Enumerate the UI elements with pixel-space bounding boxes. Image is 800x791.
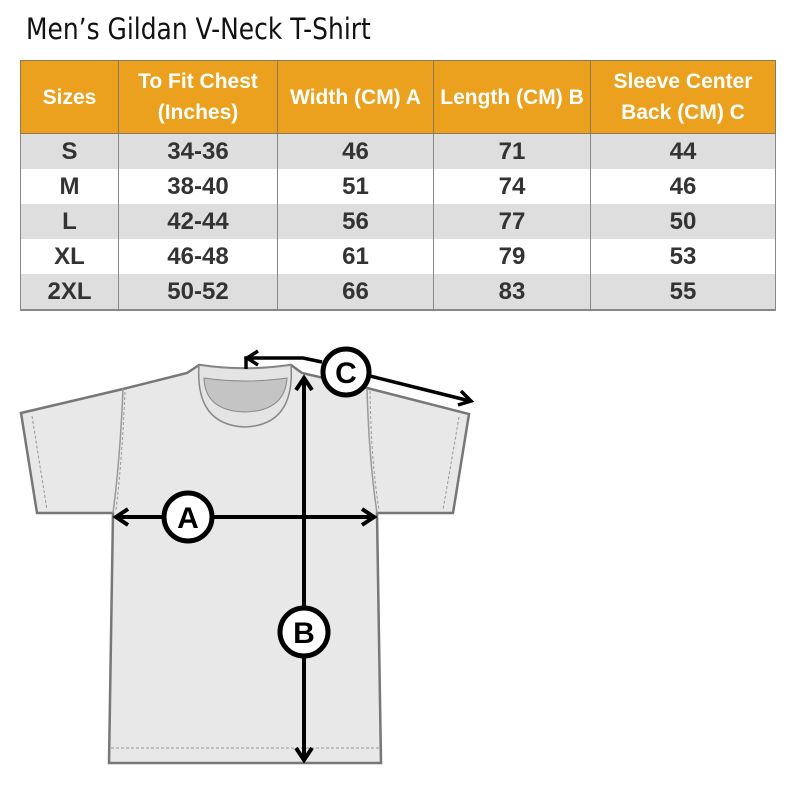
label-c: C	[335, 357, 357, 390]
table-cell: 46	[590, 169, 776, 204]
table-cell: 34-36	[118, 133, 278, 169]
table-row: M 38-40 51 74 46	[20, 169, 776, 204]
table-cell: 46-48	[118, 239, 278, 274]
table-cell: 66	[277, 274, 434, 310]
table-cell: 51	[277, 169, 434, 204]
header-sizes: Sizes	[20, 60, 119, 134]
header-sleeve: Sleeve Center Back (CM) C	[590, 60, 776, 134]
table-header-row: Sizes To Fit Chest (Inches) Width (CM) A…	[20, 60, 776, 134]
table-cell: 50-52	[118, 274, 278, 310]
table-cell: M	[20, 169, 119, 204]
table-cell: 42-44	[118, 204, 278, 239]
table-cell: L	[20, 204, 119, 239]
table-cell: 56	[277, 204, 434, 239]
table-cell: 61	[277, 239, 434, 274]
label-c-badge: C	[320, 346, 372, 398]
table-cell: 38-40	[118, 169, 278, 204]
table-cell: 71	[433, 133, 591, 169]
table-cell: 53	[590, 239, 776, 274]
table-cell: 55	[590, 274, 776, 310]
tshirt-outline	[19, 363, 471, 765]
table-cell: S	[20, 133, 119, 169]
label-b-badge: B	[277, 605, 331, 659]
label-a-badge: A	[161, 490, 215, 544]
table-cell: 74	[433, 169, 591, 204]
table-cell: 79	[433, 239, 591, 274]
table-row: 2XL 50-52 66 83 55	[20, 274, 776, 310]
table-cell: 83	[433, 274, 591, 310]
label-a: A	[177, 502, 199, 535]
table-cell: 77	[433, 204, 591, 239]
table-row: S 34-36 46 71 44	[20, 133, 776, 169]
table-cell: 46	[277, 133, 434, 169]
table-row: XL 46-48 61 79 53	[20, 239, 776, 274]
table-cell: XL	[20, 239, 119, 274]
header-width: Width (CM) A	[277, 60, 434, 134]
label-b: B	[293, 617, 315, 650]
table-cell: 44	[590, 133, 776, 169]
page-title: Men’s Gildan V-Neck T-Shirt	[26, 12, 371, 46]
measure-a-arrow	[112, 507, 378, 527]
header-length: Length (CM) B	[433, 60, 591, 134]
measure-c-arrow	[243, 349, 475, 407]
measure-b-arrow	[294, 374, 314, 764]
header-chest: To Fit Chest (Inches)	[118, 60, 278, 134]
table-cell: 50	[590, 204, 776, 239]
table-cell: 2XL	[20, 274, 119, 310]
size-chart-table: Sizes To Fit Chest (Inches) Width (CM) A…	[20, 60, 776, 311]
table-row: L 42-44 56 77 50	[20, 204, 776, 239]
